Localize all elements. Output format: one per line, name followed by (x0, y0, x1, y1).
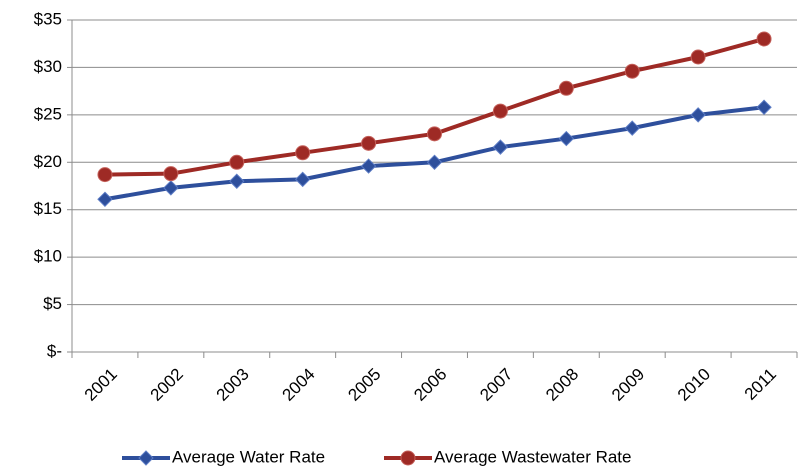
x-tick-label: 2007 (476, 365, 516, 405)
legend-item: Average Wastewater Rate (384, 447, 631, 466)
x-tick-label: 2006 (410, 365, 450, 405)
x-tick-label: 2004 (278, 365, 318, 405)
y-tick-label: $30 (34, 57, 62, 76)
x-tick-label: 2008 (542, 365, 582, 405)
marker (624, 63, 640, 79)
marker (229, 154, 245, 170)
marker (97, 191, 113, 207)
series-line (104, 37, 765, 177)
marker (427, 126, 442, 142)
x-tick-label: 2003 (213, 365, 253, 405)
marker (360, 158, 377, 174)
y-tick-label: $20 (34, 152, 62, 171)
x-tick-label: 2011 (741, 365, 780, 404)
y-tick-label: $35 (34, 9, 62, 28)
marker (756, 99, 772, 115)
y-tick-label: $5 (43, 294, 62, 313)
y-tick-label: $15 (34, 199, 62, 218)
marker (400, 450, 416, 466)
legend-label: Average Water Rate (172, 447, 325, 466)
y-tick-label: $25 (34, 104, 62, 123)
marker (690, 49, 706, 65)
marker (558, 130, 575, 147)
marker (163, 166, 179, 182)
marker (756, 31, 772, 47)
marker (361, 135, 377, 151)
series-line (104, 105, 765, 202)
marker (492, 103, 508, 119)
x-tick-label: 2005 (344, 365, 384, 405)
marker (97, 167, 113, 183)
marker (295, 145, 311, 161)
marker (163, 180, 179, 196)
marker (690, 107, 706, 123)
marker (426, 154, 443, 170)
legend-item: Average Water Rate (122, 447, 325, 466)
marker (492, 139, 509, 155)
marker (229, 173, 245, 189)
marker (624, 120, 640, 136)
marker (294, 171, 311, 188)
marker (558, 80, 574, 96)
marker (138, 450, 154, 466)
x-tick-label: 2002 (147, 365, 187, 405)
x-tick-label: 2010 (674, 365, 714, 405)
legend-label: Average Wastewater Rate (434, 447, 631, 466)
x-tick-label: 2009 (608, 365, 648, 405)
y-tick-label: $10 (34, 247, 62, 266)
x-tick-label: 2001 (81, 365, 121, 405)
y-tick-label: $- (47, 341, 62, 360)
